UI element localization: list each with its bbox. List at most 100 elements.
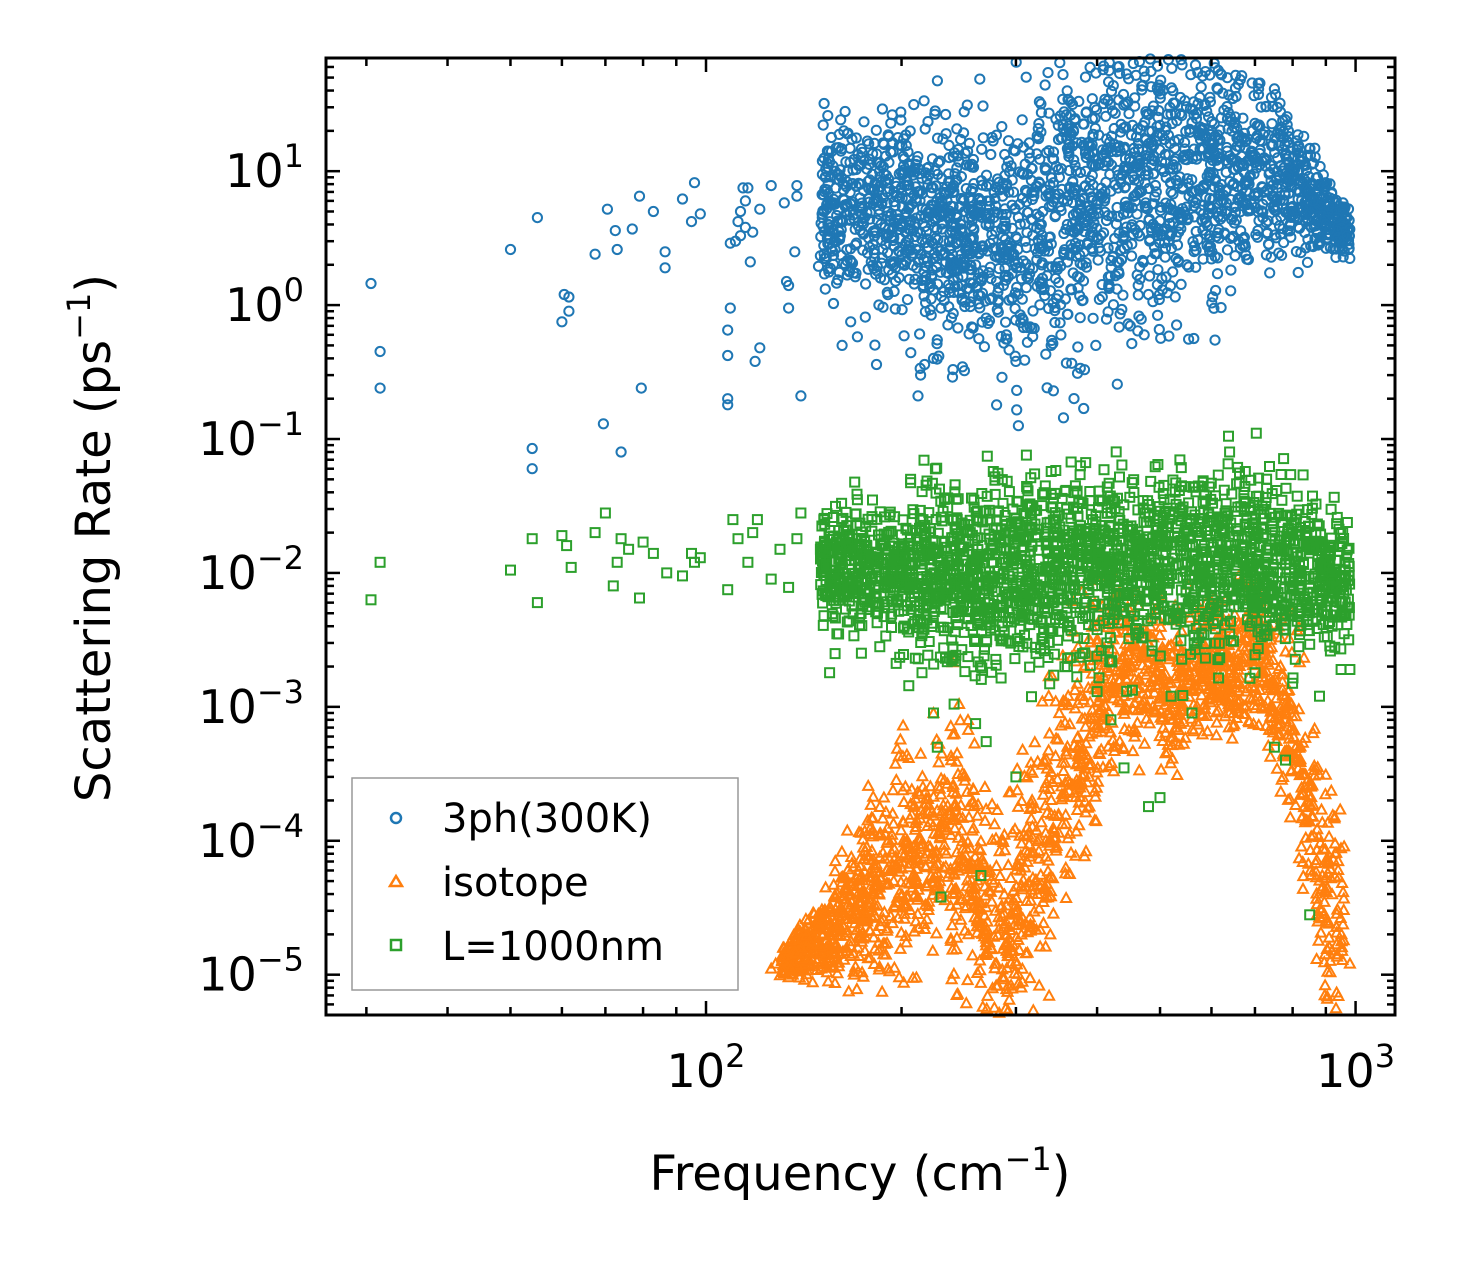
data-point: [1100, 110, 1112, 122]
data-point: [835, 249, 847, 261]
data-point: [1096, 291, 1108, 303]
data-point: [936, 172, 948, 185]
data-point: [1023, 147, 1035, 159]
data-point: [1119, 181, 1132, 193]
data-point: [888, 196, 900, 208]
data-point: [884, 210, 896, 222]
data-point: [1174, 171, 1186, 183]
data-point: [1018, 168, 1030, 180]
data-point: [1153, 293, 1165, 306]
data-point: [1025, 174, 1038, 187]
data-point: [1125, 129, 1138, 141]
data-point: [1271, 165, 1283, 177]
data-point: [1265, 251, 1277, 263]
data-point: [1113, 321, 1125, 333]
data-point: [1109, 107, 1121, 119]
data-point: [1181, 173, 1193, 185]
data-point: [868, 137, 881, 149]
data-point: [1110, 218, 1123, 230]
data-point: [1128, 174, 1141, 186]
data-point: [978, 341, 991, 353]
data-point: [1209, 334, 1221, 346]
data-point: [1096, 150, 1108, 162]
data-point: [1022, 273, 1035, 285]
data-point: [940, 108, 952, 121]
data-point: [1091, 231, 1103, 243]
data-point: [996, 121, 1008, 133]
data-point: [860, 278, 872, 290]
data-point: [985, 148, 997, 161]
data-point: [1066, 284, 1078, 296]
data-point: [1040, 348, 1052, 360]
data-point: [1255, 101, 1267, 113]
data-point: [1211, 268, 1224, 280]
data-point: [1203, 111, 1215, 123]
data-point: [1038, 282, 1050, 294]
data-point: [1140, 106, 1152, 118]
data-point: [1084, 61, 1096, 74]
data-point: [1301, 256, 1314, 268]
data-point: [1290, 246, 1303, 258]
data-point: [1074, 312, 1086, 324]
data-point: [1043, 107, 1055, 119]
data-point: [1107, 105, 1119, 117]
data-point: [973, 333, 985, 345]
data-point: [1068, 182, 1080, 194]
data-point: [888, 240, 900, 252]
data-point: [1153, 288, 1166, 301]
data-point: [921, 173, 933, 185]
data-point: [958, 127, 970, 139]
data-point: [949, 168, 961, 180]
data-point: [1068, 393, 1080, 405]
data-point: [891, 209, 903, 221]
data-point: [1104, 136, 1116, 148]
data-point: [1172, 178, 1184, 190]
data-point: [901, 294, 914, 306]
data-point: [1237, 112, 1249, 124]
data-point: [898, 330, 910, 342]
data-point: [1260, 101, 1272, 113]
data-point: [1206, 246, 1218, 258]
data-point: [1188, 332, 1200, 345]
data-point: [1103, 76, 1115, 88]
data-point: [1078, 402, 1090, 415]
data-point: [1169, 108, 1182, 120]
data-point: [1141, 203, 1154, 215]
data-point: [984, 261, 997, 273]
data-point: [883, 156, 895, 168]
data-point: [1175, 54, 1187, 66]
data-point: [1185, 69, 1197, 81]
data-point: [904, 125, 916, 137]
data-point: [1093, 293, 1106, 305]
data-point: [1149, 179, 1162, 192]
data-point: [1031, 130, 1043, 142]
data-point: [1042, 67, 1054, 79]
data-point: [1304, 183, 1317, 195]
data-point: [895, 257, 908, 269]
data-point: [1140, 150, 1152, 162]
data-point: [931, 75, 944, 87]
data-point: [903, 203, 915, 215]
data-point: [880, 228, 892, 240]
data-point: [1050, 160, 1062, 172]
data-point: [1007, 186, 1020, 198]
data-point: [990, 200, 1002, 212]
data-point: [1117, 289, 1129, 301]
data-point: [1188, 240, 1201, 252]
data-point: [850, 132, 862, 144]
data-point: [1133, 184, 1146, 196]
data-point: [871, 265, 883, 277]
data-point: [855, 143, 868, 155]
data-point: [999, 148, 1011, 161]
data-point: [1273, 140, 1285, 152]
data-point: [1083, 183, 1095, 196]
data-point: [1136, 84, 1148, 96]
data-point: [951, 162, 963, 174]
data-point: [1143, 214, 1155, 227]
data-point: [1043, 302, 1055, 314]
data-point: [838, 184, 850, 196]
data-point: [934, 155, 946, 167]
data-point: [931, 338, 943, 350]
data-point: [819, 283, 831, 295]
